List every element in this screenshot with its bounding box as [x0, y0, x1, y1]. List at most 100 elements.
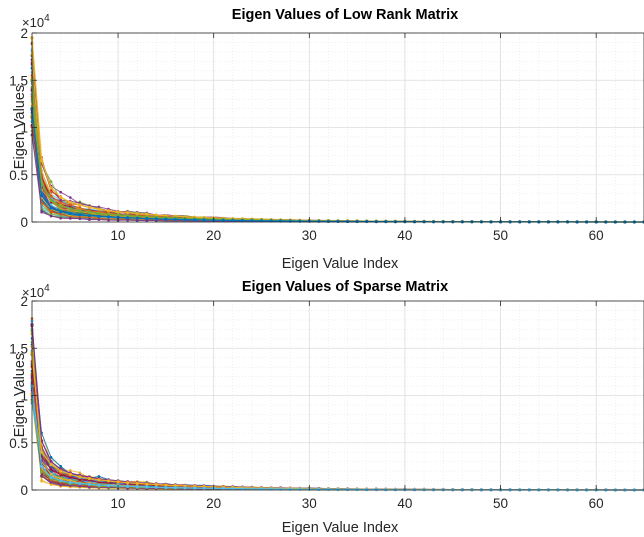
chart-title: Eigen Values of Sparse Matrix: [242, 279, 448, 295]
y-tick-label: 2: [20, 26, 28, 41]
series-point: [78, 475, 82, 479]
series-point: [59, 472, 62, 475]
series-point: [97, 481, 101, 484]
series-point: [183, 486, 187, 490]
series-point: [40, 470, 43, 474]
y-tick-label: 0.5: [9, 436, 28, 451]
axes-low-rank: Eigen Values of Low Rank Matrix ×104 10 2…: [9, 7, 644, 272]
x-tick-label: 30: [302, 228, 317, 243]
series-point: [87, 476, 91, 481]
x-tick-labels: 10 20 30 40 50 60: [111, 228, 604, 243]
series-point: [336, 487, 340, 492]
series-point: [59, 216, 62, 220]
series-point: [78, 203, 82, 207]
axes-sparse: Eigen Values of Sparse Matrix ×104 10 20 3…: [9, 279, 644, 536]
series-point: [69, 469, 72, 472]
series-point: [59, 198, 62, 202]
series-point: [126, 481, 130, 485]
series-point: [59, 204, 63, 208]
series-point: [49, 180, 53, 183]
x-tick-label: 40: [397, 496, 412, 511]
series-point: [336, 219, 340, 223]
series-point: [97, 218, 101, 221]
series-point: [193, 218, 197, 222]
series-point: [40, 450, 44, 454]
series-point: [116, 210, 120, 214]
series-point: [97, 475, 101, 478]
series-point: [59, 201, 62, 204]
series-point: [40, 478, 43, 482]
series-point: [49, 475, 53, 479]
y-tick-label: 1.5: [9, 73, 28, 88]
y-tick-label: 1: [20, 121, 28, 136]
series-point: [59, 469, 63, 473]
series-point: [221, 218, 225, 222]
y-tick-label: 2: [20, 294, 28, 309]
series-point: [40, 159, 44, 163]
series-point: [49, 214, 53, 218]
series-point: [69, 203, 72, 207]
series-point: [78, 481, 82, 486]
series-point: [240, 487, 244, 491]
x-tick-label: 50: [493, 228, 508, 243]
series-point: [59, 212, 62, 216]
series-point: [88, 485, 91, 489]
y-exponent-power: 4: [44, 13, 50, 24]
series-point: [202, 486, 206, 490]
series-point: [68, 200, 72, 204]
x-tick-labels: 10 20 30 40 50 60: [111, 496, 604, 511]
series-point: [250, 487, 254, 491]
series-point: [97, 207, 101, 211]
series-point: [49, 483, 53, 486]
series-point: [107, 481, 110, 485]
series-point: [78, 206, 82, 209]
svg-text:×104: ×104: [22, 13, 50, 30]
series-point: [164, 483, 168, 487]
y-tick-label: 1: [20, 389, 28, 404]
series-point: [106, 212, 111, 216]
y-axis-label: Eigen Values: [12, 85, 28, 169]
series-point: [69, 478, 72, 482]
series-point: [126, 214, 130, 218]
series-point: [78, 471, 82, 475]
y-exponent-base: ×10: [22, 15, 44, 30]
y-tick-label: 0: [20, 483, 28, 498]
series-point: [49, 456, 53, 459]
series-point: [250, 219, 254, 223]
series-point: [145, 212, 149, 216]
series-point: [78, 213, 82, 217]
series-point: [183, 218, 187, 222]
series-point: [106, 215, 111, 219]
series-point: [87, 482, 91, 486]
series-point: [68, 207, 72, 211]
y-exponent-base: ×10: [22, 285, 44, 300]
series-point: [97, 478, 101, 482]
series-point: [59, 210, 63, 214]
series-point: [126, 216, 130, 220]
series-point: [106, 209, 111, 213]
x-tick-label: 10: [111, 496, 126, 511]
series-point: [317, 219, 321, 223]
x-tick-label: 60: [589, 496, 604, 511]
series-point: [135, 216, 139, 220]
y-tick-labels: 0 0.5 1 1.5 2: [9, 294, 28, 498]
series-point: [326, 487, 330, 491]
series-point: [106, 483, 111, 488]
series-point: [40, 210, 43, 214]
series-point: [240, 219, 244, 223]
series-point: [259, 219, 264, 223]
series-point: [40, 193, 44, 198]
series-point: [164, 217, 168, 221]
series-point: [88, 218, 91, 221]
series-point: [154, 217, 158, 221]
series-point: [59, 477, 62, 480]
series-point: [193, 486, 197, 490]
series-point: [68, 472, 72, 476]
series-point: [59, 483, 62, 487]
series-point: [231, 218, 235, 223]
series-point: [78, 478, 82, 482]
series-point: [135, 485, 139, 489]
axis-lines: [31, 300, 644, 491]
series-point: [68, 211, 72, 216]
